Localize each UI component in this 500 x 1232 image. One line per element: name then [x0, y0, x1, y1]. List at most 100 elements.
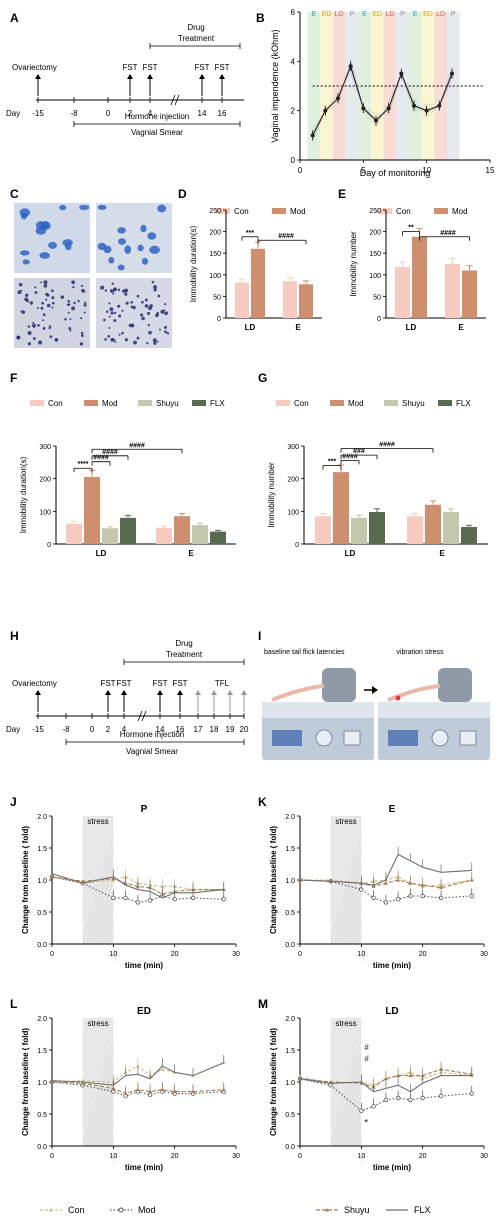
chart-j-stress-hatch — [113, 943, 119, 963]
chart-j-x-tick-label: 0 — [50, 951, 54, 958]
micrograph-cell — [141, 316, 145, 321]
legend-bottom-label: Mod — [138, 1205, 156, 1215]
chart-m-point — [420, 1095, 425, 1101]
timeline-a-day: -15 — [32, 109, 44, 118]
chart-k-stress-hatch — [361, 943, 363, 949]
chart-b-point — [336, 96, 340, 101]
chart-b-point — [348, 64, 353, 69]
chart-m-stress-hatch — [338, 1066, 362, 1147]
chart-e-legend-label: Mod — [452, 207, 468, 216]
chart-g-y-tick-label: 300 — [287, 444, 299, 451]
timeline-a-day: 0 — [106, 109, 111, 118]
chart-l-stress-hatch — [110, 1136, 114, 1147]
timeline-h-day: 20 — [240, 725, 249, 734]
chart-d-y-tick-label: 50 — [213, 294, 221, 301]
micrograph-cell — [163, 325, 167, 329]
chart-b-point — [374, 118, 378, 123]
chart-m-point — [396, 1073, 401, 1078]
timeline-h-fst: FST — [100, 679, 115, 688]
micrograph-cell — [32, 321, 35, 325]
micrograph-cell — [46, 293, 50, 297]
chart-k-y-tick-label: 2.0 — [285, 814, 295, 821]
chart-k-point — [469, 878, 474, 882]
chart-l-stress-hatch — [106, 1122, 114, 1147]
timeline-a-arrow-fst-head — [219, 74, 225, 79]
chart-g-y-tick-label: 200 — [287, 477, 299, 484]
chart-j-series-line-flx — [51, 873, 224, 899]
micrograph-cell — [148, 330, 152, 335]
micrograph-cell — [164, 311, 168, 316]
panel-i-mouse-tail-b — [387, 684, 441, 702]
micrograph-cell — [100, 285, 105, 290]
chart-b-phase-label: ED — [423, 11, 433, 18]
chart-k-y-tick-label: 1.5 — [285, 846, 295, 853]
panel-i-device-buttons-b — [459, 730, 477, 746]
chart-b-phase-band — [408, 12, 422, 160]
micrograph-cell — [124, 338, 128, 342]
timeline-a-arrow-ovx-head — [35, 74, 41, 79]
micrograph-cell — [51, 301, 55, 305]
chart-e-y-tick-label: 0 — [377, 316, 381, 323]
micrograph-cell — [117, 227, 126, 234]
micrograph-cell — [84, 301, 87, 305]
chart-k-stress-hatch — [354, 920, 362, 945]
chart-m-sig-label: # — [364, 1043, 369, 1052]
timeline-h-day: 4 — [122, 725, 127, 734]
chart-m-point — [395, 1095, 401, 1101]
chart-g-bar — [333, 472, 349, 544]
chart-m-stress-hatch — [358, 1136, 362, 1147]
chart-g-sig-label: ### — [353, 448, 365, 455]
chart-d-legend-label: Con — [234, 207, 249, 216]
chart-l-xlabel: time (min) — [125, 1163, 164, 1172]
chart-e-bar — [412, 236, 427, 318]
timeline-h-tfl: TFL — [215, 679, 230, 688]
chart-m-point — [420, 1073, 425, 1078]
chart-m-stress-hatch — [361, 1145, 363, 1151]
chart-b-phase-label: ED — [322, 11, 332, 18]
chart-j-x-tick-label: 10 — [109, 951, 117, 958]
micrograph-cell — [124, 292, 128, 296]
micrograph-cell — [107, 334, 111, 338]
chart-m-stress-label: stress — [335, 1019, 356, 1028]
chart-k-stress-hatch — [334, 850, 362, 945]
panel-i-baseline-label: baseline tail flick latencies — [264, 649, 345, 656]
chart-f-sig-label: #### — [129, 442, 145, 449]
chart-k-x-tick-label: 20 — [419, 951, 427, 958]
timeline-h-fst: FST — [172, 679, 187, 688]
chart-g-legend-swatch — [384, 400, 398, 406]
chart-b-y-tick-label: 0 — [291, 156, 296, 165]
chart-m-point — [359, 1108, 364, 1113]
panel-i-stimulus-dot — [395, 695, 401, 701]
micrograph-cell — [153, 288, 157, 292]
micrograph-cell — [141, 300, 144, 304]
chart-f-bar — [192, 525, 208, 544]
timeline-a-smear: Vagnial Smear — [131, 128, 183, 137]
chart-m-y-tick-label: 1.0 — [285, 1080, 295, 1087]
chart-g-category-label: LD — [345, 549, 356, 558]
chart-j-stress-hatch — [106, 920, 114, 945]
chart-g-legend-label: Shuyu — [402, 399, 425, 408]
micrograph-cell — [114, 311, 117, 315]
chart-e-bar — [445, 264, 460, 318]
micrograph-cell — [97, 242, 107, 251]
chart-b-phase-band — [345, 12, 359, 160]
chart-m-sig-label: # — [364, 1055, 369, 1064]
micrograph-cell — [106, 310, 109, 313]
chart-e-legend-swatch — [434, 208, 448, 214]
chart-e-ylabel: Immobility number — [349, 231, 358, 297]
micrograph-cell — [69, 318, 72, 321]
chart-g-bar — [443, 511, 459, 544]
micrograph-cell — [32, 324, 36, 328]
panel-letter-B: B — [256, 11, 265, 25]
panel-i-device-buttons-a — [343, 730, 361, 746]
micrograph-cell — [42, 319, 45, 322]
chart-j-xlabel: time (min) — [125, 961, 164, 970]
micrograph-cell — [103, 318, 106, 322]
chart-f-legend-label: Con — [48, 399, 63, 408]
chart-m-point — [469, 1091, 474, 1096]
chart-m-series-line-mod — [299, 1078, 472, 1112]
timeline-a-hormone: Hormone injection — [125, 112, 189, 121]
micrograph-cell — [48, 325, 52, 328]
chart-d-category-label: LD — [245, 323, 256, 332]
chart-j-point — [80, 879, 85, 883]
